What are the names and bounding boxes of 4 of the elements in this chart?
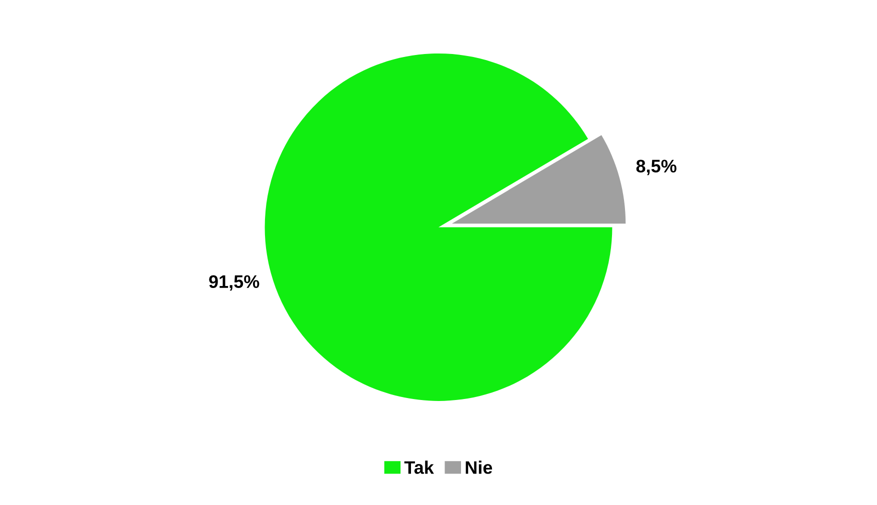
- legend-label: Nie: [466, 460, 492, 474]
- legend-label: Tak: [404, 460, 434, 474]
- data-label: 91,5%: [209, 275, 260, 291]
- data-label: 8,5%: [636, 160, 676, 176]
